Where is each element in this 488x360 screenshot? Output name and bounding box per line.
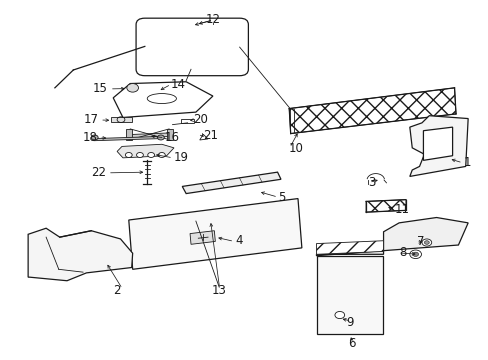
Text: 17: 17 [83,113,99,126]
Text: 15: 15 [92,82,107,95]
Text: 1: 1 [462,156,470,169]
Circle shape [91,135,98,140]
Polygon shape [111,117,131,122]
Text: 18: 18 [82,131,98,144]
Circle shape [136,153,143,157]
Text: 9: 9 [346,316,353,329]
Text: 10: 10 [287,142,303,155]
Polygon shape [94,136,162,141]
Text: 4: 4 [235,234,243,247]
Circle shape [157,135,164,140]
Circle shape [412,252,418,256]
Polygon shape [127,133,171,138]
Text: 21: 21 [203,129,218,142]
Circle shape [147,153,154,157]
Circle shape [409,250,421,258]
Text: 13: 13 [211,284,226,297]
Text: 14: 14 [170,78,185,91]
Text: 2: 2 [113,284,121,297]
Circle shape [424,241,428,244]
Text: 3: 3 [368,176,375,189]
Polygon shape [423,127,452,160]
Polygon shape [182,172,281,194]
Circle shape [125,153,132,157]
Polygon shape [126,129,132,140]
Text: 11: 11 [393,203,408,216]
Circle shape [421,239,431,246]
Text: 22: 22 [91,166,106,179]
Circle shape [126,84,138,92]
Polygon shape [409,116,467,176]
Polygon shape [113,82,212,117]
Text: 8: 8 [398,246,406,259]
Polygon shape [288,88,455,134]
Circle shape [158,153,165,157]
Text: 6: 6 [347,337,354,350]
Polygon shape [28,228,132,281]
Circle shape [334,311,344,319]
Polygon shape [316,241,383,254]
FancyBboxPatch shape [136,18,248,76]
Text: 5: 5 [278,191,285,204]
Text: 16: 16 [164,131,179,144]
Polygon shape [190,231,215,244]
Polygon shape [317,256,382,334]
Polygon shape [117,144,174,158]
Text: 12: 12 [205,13,220,26]
Text: 20: 20 [193,113,208,126]
Polygon shape [128,199,301,269]
Polygon shape [366,200,405,212]
Polygon shape [316,217,467,256]
Text: 19: 19 [174,151,188,165]
Text: 7: 7 [416,235,424,248]
Polygon shape [167,129,173,140]
